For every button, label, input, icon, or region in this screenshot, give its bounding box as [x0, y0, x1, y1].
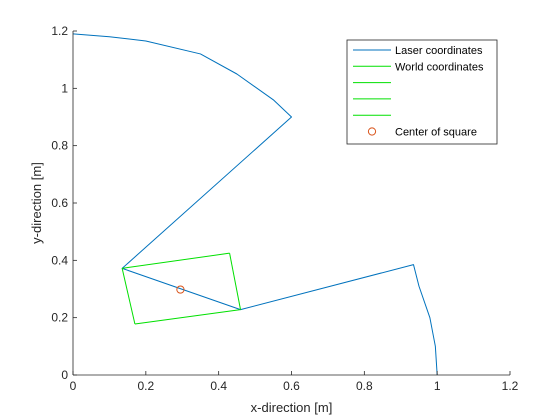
- y-tick-label-3: 0.6: [51, 196, 68, 210]
- series-line-0: [72, 33, 438, 376]
- x-tick-label-4: 0.8: [356, 379, 373, 393]
- y-tick-label-1: 0.2: [51, 311, 68, 325]
- legend-entries: Laser coordinates World coordinates Center…: [353, 45, 484, 139]
- legend-box: [346, 39, 498, 145]
- x-tick-label-5: 1: [434, 379, 441, 393]
- series-line-2: [134, 309, 241, 325]
- y-tick-label-2: 0.4: [51, 253, 68, 267]
- ticks-layer: 0 0.2 0.4 0.6 0.8 1 1.2 0 0.2 0.4 0.6 0.8 1 1.2: [51, 24, 518, 393]
- y-tick-label-0: 0: [61, 368, 68, 382]
- y-tick-label-4: 0.8: [51, 139, 68, 153]
- legend-label-1: World coordinates: [395, 61, 484, 73]
- series-line-3: [229, 253, 242, 310]
- y-tick-label-6: 1.2: [51, 24, 68, 38]
- x-tick-label-2: 0.4: [210, 379, 227, 393]
- x-axis-label: x-direction [m]: [251, 400, 333, 415]
- y-tick-label-5: 1: [61, 81, 68, 95]
- x-tick-label-0: 0: [70, 379, 77, 393]
- legend-label-0: Laser coordinates: [395, 45, 483, 57]
- legend: Laser coordinates World coordinates Center…: [346, 39, 498, 145]
- series-layer: [72, 33, 438, 376]
- legend-swatch-5: [367, 127, 377, 136]
- x-tick-label-6: 1.2: [502, 379, 519, 393]
- x-tick-label-3: 0.6: [283, 379, 300, 393]
- series-line-4: [122, 252, 230, 269]
- series-line-1: [121, 268, 136, 325]
- y-axis-label: y-direction [m]: [29, 162, 44, 244]
- legend-label-5: Center of square: [395, 127, 477, 139]
- x-tick-label-1: 0.2: [137, 379, 154, 393]
- center-marker-0: [176, 285, 185, 294]
